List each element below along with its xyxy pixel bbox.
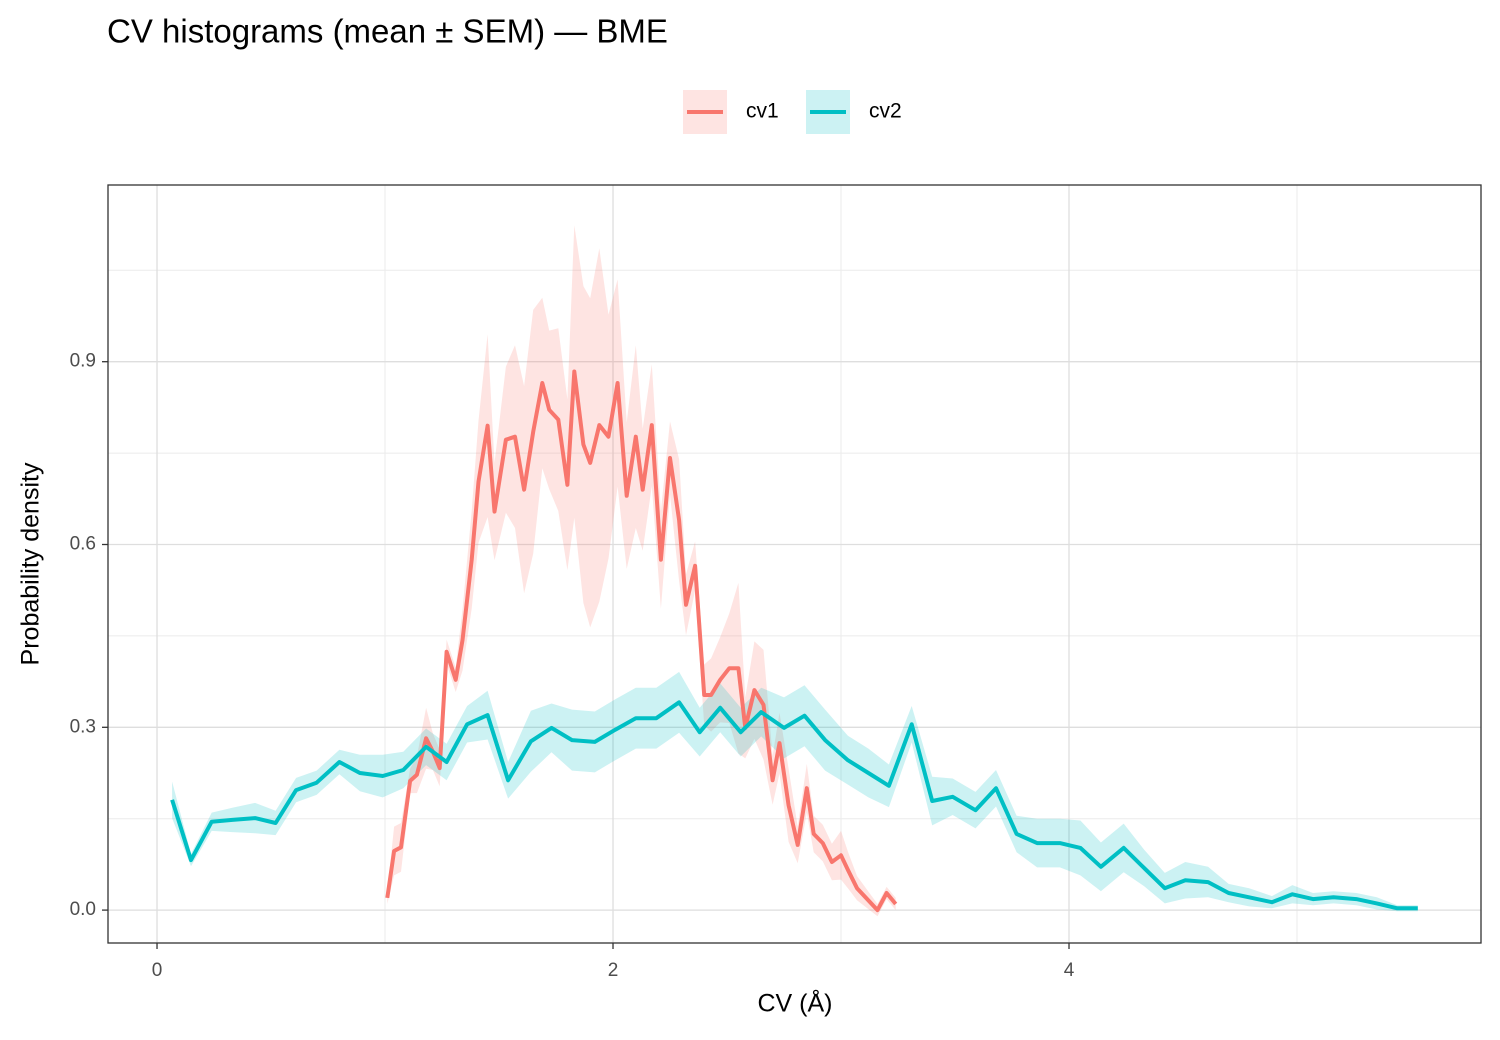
panel-border bbox=[107, 184, 1482, 944]
mean-line bbox=[385, 369, 898, 913]
sem-ribbon bbox=[172, 671, 1418, 912]
legend-label: cv1 bbox=[746, 100, 779, 123]
y-tick-label: 0.9 bbox=[70, 351, 96, 372]
y-tick-label: 0.0 bbox=[70, 899, 96, 920]
chart-title: CV histograms (mean ± SEM) — BME bbox=[107, 13, 668, 50]
y-axis-title: Probability density bbox=[17, 462, 45, 665]
x-tick-label: 2 bbox=[608, 960, 619, 981]
y-tick-label: 0.3 bbox=[70, 716, 96, 737]
x-axis-title: CV (Å) bbox=[758, 988, 833, 1018]
mean-line bbox=[170, 700, 1418, 911]
x-tick-label: 0 bbox=[152, 960, 163, 981]
x-tick-label: 4 bbox=[1064, 960, 1075, 981]
legend-label: cv2 bbox=[869, 100, 902, 123]
y-tick-label: 0.6 bbox=[70, 534, 96, 555]
